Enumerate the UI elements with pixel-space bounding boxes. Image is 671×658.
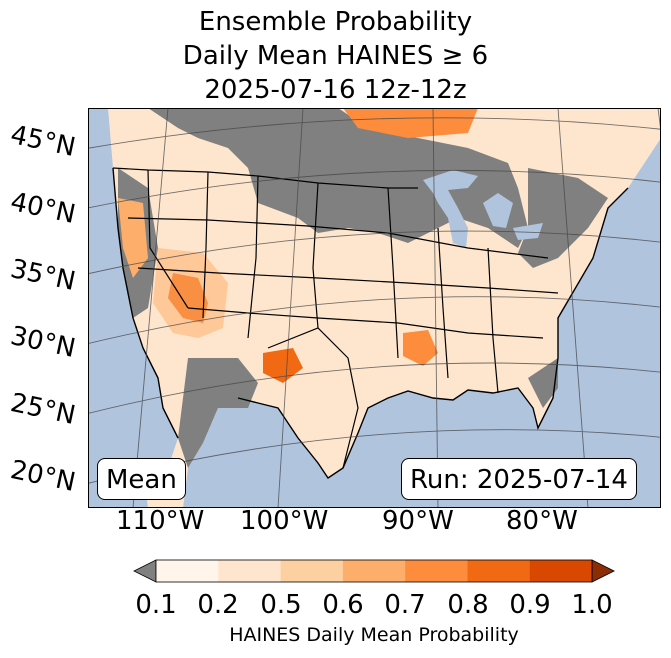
lat-label-40: 40°N (7, 187, 79, 230)
coastline (112, 167, 629, 479)
colorbar-tick: 0.7 (384, 590, 426, 620)
colorbar-segment (280, 560, 344, 582)
colorbar-label: HAINES Daily Mean Probability (229, 624, 519, 646)
colorbar-segment (342, 560, 406, 582)
lat-label-30: 30°N (7, 321, 79, 364)
colorbar-segment (405, 560, 468, 582)
map-frame (88, 108, 661, 508)
colorbar-frame (155, 559, 593, 583)
run-date-box: Run: 2025-07-14 (401, 458, 637, 500)
title-line-3: 2025-07-16 12z-12z (204, 75, 467, 105)
colorbar-segment (529, 560, 593, 582)
colorbar-tick: 0.8 (447, 590, 489, 620)
great-lakes (423, 170, 543, 248)
gray-region-mexico (178, 358, 258, 468)
colorbar-tick: 0.2 (197, 590, 239, 620)
state-borders (112, 167, 559, 469)
lat-label-20: 20°N (7, 455, 79, 498)
colorbar-segment (156, 560, 219, 582)
colorbar-tick: 0.5 (260, 590, 302, 620)
mean-box: Mean (97, 458, 186, 500)
lon-label-100: 100°W (240, 506, 329, 536)
colorbar (133, 559, 615, 583)
lat-label-45: 45°N (7, 120, 79, 163)
colorbar-tick: 0.9 (509, 590, 551, 620)
hotspot-canada (343, 108, 478, 138)
title-line-1: Ensemble Probability (198, 7, 473, 37)
colorbar-over-arrow (591, 559, 615, 583)
lon-label-110: 110°W (116, 506, 205, 536)
probability-map (88, 108, 661, 508)
lon-label-80: 80°W (506, 506, 578, 536)
lon-label-90: 90°W (382, 506, 454, 536)
colorbar-tick: 1.0 (571, 590, 613, 620)
colorbar-under-arrow (133, 559, 157, 583)
lat-label-25: 25°N (7, 388, 79, 431)
gray-region-east (518, 168, 608, 268)
lat-label-35: 35°N (7, 254, 79, 297)
colorbar-segment (218, 560, 282, 582)
colorbar-segment (467, 560, 531, 582)
gray-region-se (528, 358, 558, 408)
colorbar-tick: 0.6 (322, 590, 364, 620)
hotspot-ar-la (403, 330, 438, 366)
hotspot-texas (263, 348, 303, 383)
colorbar-tick: 0.1 (135, 590, 177, 620)
graticule (88, 108, 661, 508)
title-line-2: Daily Mean HAINES ≥ 6 (182, 41, 489, 71)
